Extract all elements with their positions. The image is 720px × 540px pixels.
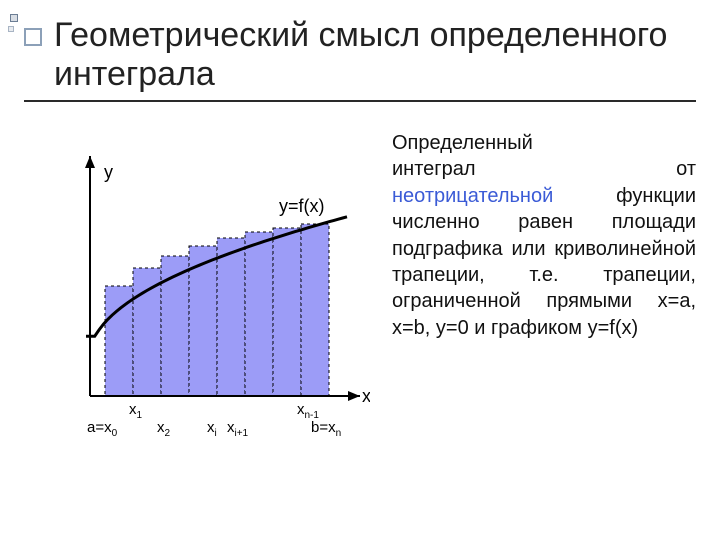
title-underline (24, 100, 696, 102)
slide-title: Геометрический смысл определенного интег… (54, 16, 720, 94)
svg-text:a=x0: a=x0 (87, 419, 118, 439)
integral-diagram: y=f(x) y x a=x0 x1 x2 xi xi+1 xn-1b=xn (40, 136, 370, 466)
svg-text:xn-1: xn-1 (297, 401, 319, 421)
desc-rest: функции численно равен площади подграфик… (392, 185, 696, 339)
svg-text:xi+1: xi+1 (227, 419, 249, 439)
desc-pt3: от (676, 158, 696, 180)
desc-pt1: Определенный (392, 132, 533, 154)
svg-text:y: y (104, 162, 113, 182)
svg-text:x: x (362, 386, 370, 406)
svg-text:xi: xi (207, 419, 217, 439)
description-text: Определенный интеграл от неотрицательной… (392, 130, 696, 341)
desc-blue: неотрицательной (392, 185, 553, 207)
svg-text:b=xn: b=xn (311, 419, 341, 439)
slide-bullet-icon (8, 12, 42, 46)
svg-text:x1: x1 (129, 401, 143, 421)
svg-text:x2: x2 (157, 419, 171, 439)
desc-pt2: интеграл (392, 158, 476, 180)
svg-text:y=f(x): y=f(x) (279, 196, 325, 216)
